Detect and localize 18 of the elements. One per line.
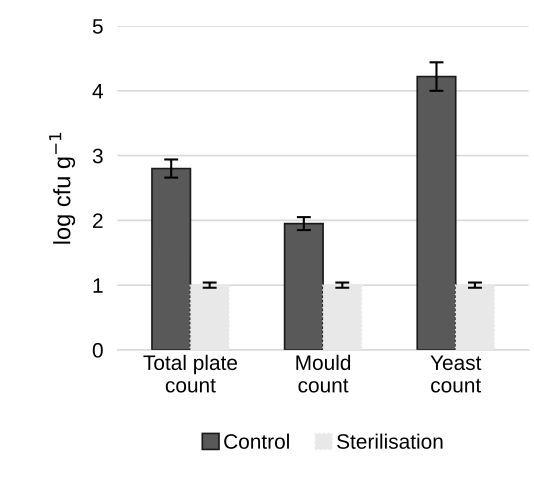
bar [454,284,496,350]
y-tick-label: 5 [92,19,103,34]
x-tick-label: Yeast count [430,356,482,393]
legend-label: Sterilisation [337,434,442,449]
legend-label: Control [224,434,289,449]
y-tick-label: 2 [93,213,103,228]
x-tick-label: Mould count [296,354,350,393]
y-tick-label: 1 [94,278,103,293]
x-tick-label: Total plate count [143,354,237,393]
bar [322,284,362,350]
y-tick-label: 3 [92,148,103,164]
bar [284,222,324,350]
bar [416,76,457,350]
y-tick-label: 0 [92,342,103,358]
bar [190,284,230,350]
y-tick-label: 4 [92,84,103,98]
bar [151,168,192,350]
y-axis-title: log cfu g$^{−1}$ [49,132,76,244]
